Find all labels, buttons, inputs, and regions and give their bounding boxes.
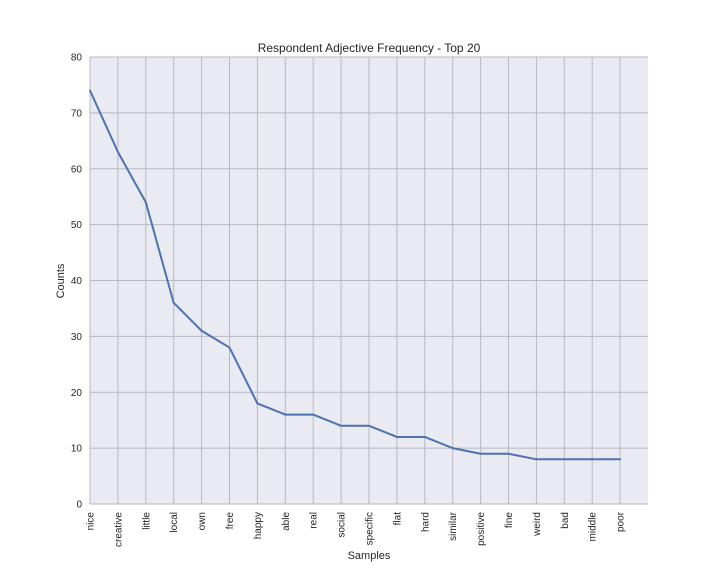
x-tick-label: happy: [253, 512, 264, 539]
x-tick-label: able: [281, 512, 292, 531]
x-tick-label: own: [197, 512, 208, 530]
y-tick-label: 20: [71, 388, 83, 399]
y-tick-label: 30: [71, 332, 83, 343]
y-tick-label: 10: [71, 444, 83, 455]
series-layer: [89, 89, 622, 461]
x-axis-ticks: nice creative little local own free happy able r…: [86, 511, 627, 547]
chart-title: Respondent Adjective Frequency - Top 20: [258, 41, 481, 55]
x-tick-label: weird: [532, 512, 543, 537]
y-tick-label: 0: [76, 500, 82, 511]
x-tick-label: social: [337, 512, 348, 538]
series-line: [89, 89, 622, 461]
y-tick-label: 50: [71, 220, 83, 231]
x-tick-label: fine: [504, 512, 515, 529]
x-tick-label: flat: [392, 512, 403, 526]
y-tick-label: 70: [71, 108, 83, 119]
y-tick-label: 80: [71, 53, 83, 64]
x-tick-label: similar: [448, 511, 459, 541]
x-tick-label: positive: [476, 512, 487, 546]
y-axis-label: Counts: [55, 263, 67, 298]
grid: [89, 56, 648, 505]
x-tick-label: free: [225, 512, 236, 530]
x-tick-label: creative: [113, 512, 124, 547]
x-tick-label: hard: [420, 512, 431, 532]
x-tick-label: nice: [86, 512, 97, 531]
x-tick-label: specific: [365, 512, 376, 545]
x-tick-label: middle: [588, 512, 599, 542]
x-tick-label: poor: [616, 511, 627, 532]
y-tick-label: 40: [71, 276, 83, 287]
x-tick-label: local: [169, 512, 180, 533]
x-tick-label: little: [141, 512, 152, 530]
x-tick-label: bad: [560, 512, 571, 529]
y-axis-ticks: 0 10 20 30 40 50 60 70 80: [71, 53, 83, 511]
y-tick-label: 60: [71, 164, 83, 175]
x-tick-label: real: [309, 512, 320, 529]
x-axis-label: Samples: [348, 550, 391, 562]
